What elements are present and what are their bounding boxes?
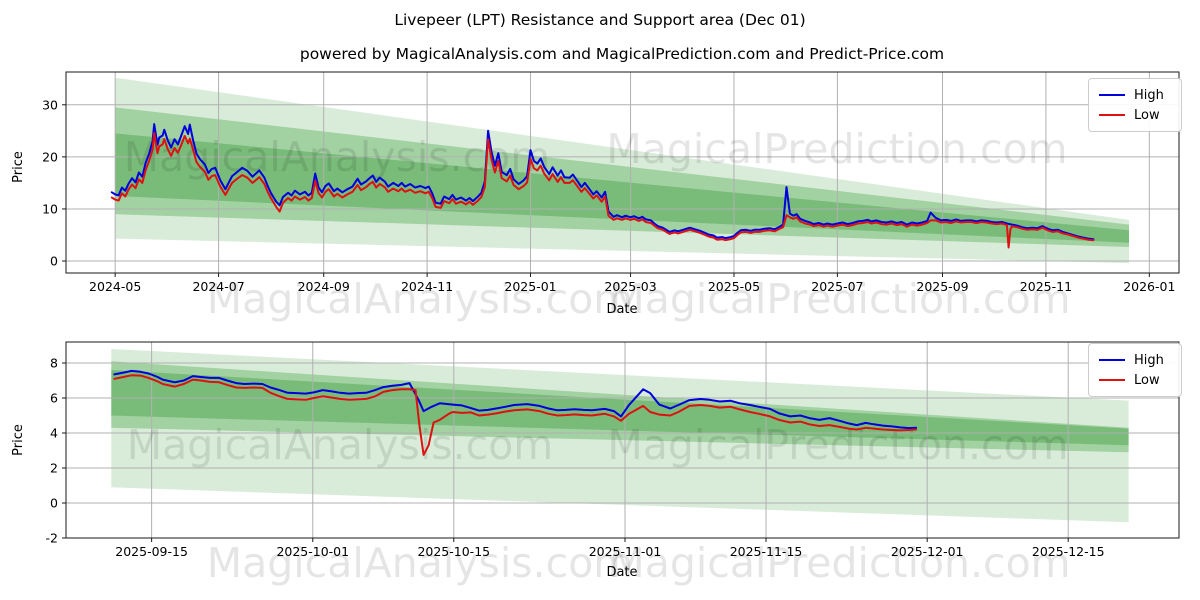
chart-subtitle: powered by MagicalAnalysis.com and Magic… xyxy=(299,45,945,63)
y-tick-label: 30 xyxy=(42,97,58,112)
y-tick-label: 6 xyxy=(50,391,58,406)
legend-top-chart: High Low xyxy=(1088,78,1182,132)
x-tick-label: 2025-12-15 xyxy=(1032,544,1105,559)
support-resistance-band xyxy=(115,133,1129,243)
y-tick-label: 2 xyxy=(50,461,58,476)
legend-label-low: Low xyxy=(1134,372,1160,388)
x-tick-label: 2024-11 xyxy=(401,279,453,294)
x-axis-label: Date xyxy=(606,565,637,580)
legend-item-high: High xyxy=(1099,85,1175,105)
axes-frame xyxy=(65,71,1180,274)
support-resistance-band xyxy=(111,370,1129,446)
x-tick-label: 2026-01 xyxy=(1123,279,1175,294)
x-tick-label: 2025-07 xyxy=(811,279,863,294)
legend-label-high: High xyxy=(1134,352,1164,368)
x-tick-label: 2025-09-15 xyxy=(115,544,188,559)
legend-label-low: Low xyxy=(1134,107,1160,123)
watermark-text: MagicalPrediction.com xyxy=(609,275,1070,323)
y-tick-label: -2 xyxy=(46,531,58,546)
watermark-text: MagicalAnalysis.com xyxy=(207,275,634,323)
x-tick-label: 2025-05 xyxy=(708,279,760,294)
x-tick-label: 2024-09 xyxy=(298,279,350,294)
legend-line-swatch-high xyxy=(1099,359,1125,361)
x-tick-label: 2025-09 xyxy=(916,279,968,294)
legend-item-low: Low xyxy=(1099,105,1175,125)
legend-label-high: High xyxy=(1134,87,1164,103)
x-axis-label: Date xyxy=(606,302,637,317)
legend-item-high: High xyxy=(1099,350,1175,370)
watermark-text: MagicalAnalysis.com xyxy=(207,539,634,587)
watermark-text: MagicalPrediction.com xyxy=(606,125,1067,173)
x-tick-label: 2025-12-01 xyxy=(891,544,964,559)
x-tick-label: 2025-11-15 xyxy=(730,544,803,559)
watermark-text: MagicalPrediction.com xyxy=(607,421,1068,469)
y-tick-label: 20 xyxy=(42,149,58,164)
x-tick-label: 2025-01 xyxy=(504,279,556,294)
watermark-text: MagicalAnalysis.com xyxy=(127,421,554,469)
y-tick-label: 4 xyxy=(50,426,58,441)
legend-line-swatch-low xyxy=(1099,114,1125,116)
y-tick-label: 8 xyxy=(50,356,58,371)
y-axis-label: Price xyxy=(11,424,26,456)
legend-line-swatch-low xyxy=(1099,379,1125,381)
support-resistance-band xyxy=(115,107,1129,248)
series-line-high xyxy=(110,123,1095,241)
x-tick-label: 2025-03 xyxy=(604,279,656,294)
axes-frame xyxy=(65,341,1180,539)
legend-line-swatch-high xyxy=(1099,94,1125,96)
x-tick-label: 2025-11 xyxy=(1020,279,1072,294)
page-title: Livepeer (LPT) Resistance and Support ar… xyxy=(394,11,806,29)
series-line-high xyxy=(113,369,918,430)
legend-item-low: Low xyxy=(1099,370,1175,390)
legend-bottom-chart: High Low xyxy=(1088,343,1182,397)
x-tick-label: 2024-05 xyxy=(89,279,141,294)
x-tick-label: 2025-10-01 xyxy=(276,544,349,559)
series-line-low xyxy=(113,374,918,456)
y-tick-label: 10 xyxy=(42,201,58,216)
watermark-text: MagicalPrediction.com xyxy=(609,539,1070,587)
x-tick-label: 2024-07 xyxy=(192,279,244,294)
y-tick-label: 0 xyxy=(50,254,58,269)
y-axis-label: Price xyxy=(11,151,26,183)
x-tick-label: 2025-11-01 xyxy=(589,544,662,559)
y-tick-label: 0 xyxy=(50,496,58,511)
support-resistance-band xyxy=(115,77,1129,264)
series-line-low xyxy=(110,131,1095,249)
x-tick-label: 2025-10-15 xyxy=(417,544,490,559)
